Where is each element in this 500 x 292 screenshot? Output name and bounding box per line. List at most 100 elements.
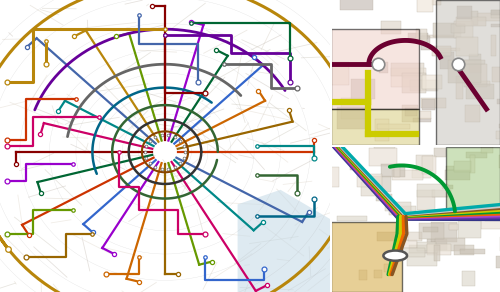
FancyBboxPatch shape [436,0,500,145]
FancyBboxPatch shape [456,77,463,99]
FancyBboxPatch shape [496,131,500,139]
FancyBboxPatch shape [413,118,432,122]
FancyBboxPatch shape [408,245,438,253]
FancyBboxPatch shape [432,190,451,197]
FancyBboxPatch shape [412,170,432,178]
FancyBboxPatch shape [496,256,500,268]
FancyBboxPatch shape [492,24,500,27]
FancyBboxPatch shape [422,99,435,110]
FancyBboxPatch shape [436,239,465,251]
FancyBboxPatch shape [405,108,416,116]
FancyBboxPatch shape [400,248,425,257]
FancyBboxPatch shape [350,79,375,99]
FancyBboxPatch shape [460,249,485,254]
FancyBboxPatch shape [448,60,482,83]
FancyBboxPatch shape [402,105,418,122]
FancyBboxPatch shape [420,36,430,50]
FancyBboxPatch shape [491,10,500,18]
FancyBboxPatch shape [454,21,473,38]
FancyBboxPatch shape [338,107,365,129]
FancyBboxPatch shape [416,190,436,210]
FancyBboxPatch shape [402,73,425,93]
FancyBboxPatch shape [464,105,479,122]
FancyBboxPatch shape [408,232,422,241]
FancyBboxPatch shape [464,65,487,87]
FancyBboxPatch shape [332,62,348,84]
FancyBboxPatch shape [416,155,433,171]
FancyBboxPatch shape [427,239,447,250]
FancyBboxPatch shape [454,60,485,64]
FancyBboxPatch shape [434,148,446,157]
FancyBboxPatch shape [433,23,461,37]
FancyBboxPatch shape [422,74,442,89]
FancyBboxPatch shape [385,206,416,211]
FancyBboxPatch shape [374,119,388,141]
FancyBboxPatch shape [469,81,490,86]
FancyBboxPatch shape [419,111,431,119]
FancyBboxPatch shape [392,63,424,76]
FancyBboxPatch shape [392,170,423,180]
FancyBboxPatch shape [470,155,475,173]
FancyBboxPatch shape [416,29,427,43]
FancyBboxPatch shape [439,48,460,51]
FancyBboxPatch shape [374,129,396,148]
FancyBboxPatch shape [499,124,500,128]
FancyBboxPatch shape [468,54,481,73]
FancyBboxPatch shape [450,224,458,230]
FancyBboxPatch shape [421,98,446,108]
FancyBboxPatch shape [331,109,419,145]
FancyBboxPatch shape [422,35,457,38]
FancyBboxPatch shape [498,99,500,104]
FancyBboxPatch shape [456,37,478,56]
FancyBboxPatch shape [394,164,400,177]
FancyBboxPatch shape [485,211,500,221]
FancyBboxPatch shape [462,271,475,286]
FancyBboxPatch shape [466,152,487,158]
FancyBboxPatch shape [450,24,466,34]
FancyBboxPatch shape [432,46,451,56]
FancyBboxPatch shape [374,270,382,278]
FancyBboxPatch shape [457,6,472,19]
FancyBboxPatch shape [390,202,411,215]
FancyBboxPatch shape [384,264,394,272]
FancyBboxPatch shape [340,0,373,11]
FancyBboxPatch shape [480,145,492,153]
FancyBboxPatch shape [434,245,440,261]
FancyBboxPatch shape [446,166,454,170]
FancyBboxPatch shape [331,167,339,187]
FancyBboxPatch shape [338,216,366,221]
FancyBboxPatch shape [456,17,486,26]
FancyBboxPatch shape [440,52,454,69]
FancyBboxPatch shape [378,124,410,129]
FancyBboxPatch shape [454,245,474,255]
FancyBboxPatch shape [491,35,496,56]
FancyBboxPatch shape [379,62,388,73]
FancyBboxPatch shape [499,155,500,168]
FancyBboxPatch shape [458,221,481,238]
FancyBboxPatch shape [408,33,428,39]
FancyBboxPatch shape [492,67,500,82]
FancyBboxPatch shape [446,147,500,212]
FancyBboxPatch shape [376,194,392,201]
FancyBboxPatch shape [466,84,494,100]
FancyBboxPatch shape [482,215,500,229]
FancyBboxPatch shape [342,98,369,119]
FancyBboxPatch shape [394,240,417,248]
FancyBboxPatch shape [362,182,376,196]
FancyBboxPatch shape [470,11,478,25]
FancyBboxPatch shape [350,165,362,170]
Ellipse shape [384,251,407,261]
FancyBboxPatch shape [357,174,382,187]
FancyBboxPatch shape [432,0,441,5]
FancyBboxPatch shape [420,223,444,239]
FancyBboxPatch shape [442,185,452,190]
FancyBboxPatch shape [431,222,457,242]
FancyBboxPatch shape [423,227,438,232]
FancyBboxPatch shape [376,232,407,241]
FancyBboxPatch shape [416,184,448,197]
FancyBboxPatch shape [370,148,397,166]
FancyBboxPatch shape [428,244,450,255]
FancyBboxPatch shape [453,61,475,65]
FancyBboxPatch shape [444,170,470,180]
FancyBboxPatch shape [380,164,404,177]
